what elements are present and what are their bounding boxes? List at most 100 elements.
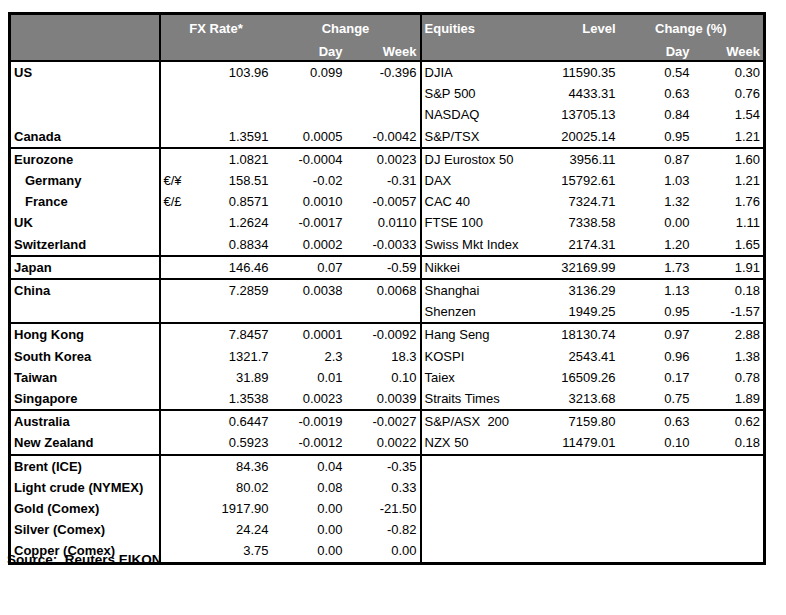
cell-equity-change-week: 0.18 — [693, 279, 765, 301]
market-report-page: FX Rate* Change Equities Level Change (%… — [0, 0, 786, 615]
header-blank-cell — [539, 43, 619, 61]
cell-region-name — [10, 104, 160, 125]
cell-equity-change-day: 0.17 — [619, 367, 693, 388]
cell-fx-change-day — [272, 104, 346, 125]
cell-fx-change-day: 0.00 — [272, 519, 346, 540]
cell-equity-change-week: 0.30 — [693, 61, 765, 83]
cell-equity-level — [539, 477, 619, 498]
table-row: Taiwan31.890.010.10Taiex16509.260.170.78 — [10, 367, 765, 388]
cell-region-name: Gold (Comex) — [10, 498, 160, 519]
table-row: Gold (Comex)1917.900.00-21.50 — [10, 498, 765, 519]
header-fx-change: Change — [272, 14, 421, 44]
header-blank-cell — [10, 43, 160, 61]
cell-fx-change-week: -0.0092 — [346, 323, 421, 345]
cell-region-name: Brent (ICE) — [10, 455, 160, 477]
cell-equity-name: NZX 50 — [421, 432, 539, 454]
cell-equity-change-week: 1.89 — [693, 388, 765, 410]
cell-fx-rate: 7.2859 — [190, 279, 272, 301]
cell-currency-pair — [160, 61, 190, 83]
market-table-wrapper: FX Rate* Change Equities Level Change (%… — [8, 12, 766, 565]
cell-equity-level: 3213.68 — [539, 388, 619, 410]
cell-currency-pair — [160, 104, 190, 125]
cell-equity-name: DJIA — [421, 61, 539, 83]
cell-currency-pair — [160, 126, 190, 148]
cell-currency-pair — [160, 83, 190, 104]
cell-equity-change-week: 1.11 — [693, 212, 765, 233]
cell-fx-change-week: -0.0042 — [346, 126, 421, 148]
cell-equity-change-day: 0.87 — [619, 148, 693, 170]
table-row: Eurozone1.0821-0.00040.0023DJ Eurostox 5… — [10, 148, 765, 170]
cell-fx-rate: 80.02 — [190, 477, 272, 498]
table-header: FX Rate* Change Equities Level Change (%… — [10, 14, 765, 62]
cell-equity-name: Shanghai — [421, 279, 539, 301]
cell-region-name: Silver (Comex) — [10, 519, 160, 540]
table-row: Shenzen1949.250.95-1.57 — [10, 301, 765, 323]
cell-equity-name: Swiss Mkt Index — [421, 234, 539, 256]
cell-currency-pair — [160, 301, 190, 323]
cell-equity-change-week — [693, 477, 765, 498]
cell-fx-change-week: 0.0022 — [346, 432, 421, 454]
cell-fx-change-week: -0.31 — [346, 170, 421, 191]
cell-equity-level: 11479.01 — [539, 432, 619, 454]
cell-equity-change-week — [693, 498, 765, 519]
cell-fx-change-day — [272, 83, 346, 104]
cell-fx-change-day: 0.00 — [272, 498, 346, 519]
cell-equity-change-week: 1.21 — [693, 170, 765, 191]
cell-equity-name: FTSE 100 — [421, 212, 539, 233]
cell-fx-rate: 84.36 — [190, 455, 272, 477]
market-data-table: FX Rate* Change Equities Level Change (%… — [8, 12, 766, 565]
cell-region-name: Hong Kong — [10, 323, 160, 345]
cell-fx-rate: 1917.90 — [190, 498, 272, 519]
cell-fx-change-day: 0.099 — [272, 61, 346, 83]
cell-equity-name: Nikkei — [421, 256, 539, 279]
cell-equity-name: S&P/ASX 200 — [421, 410, 539, 432]
cell-equity-level: 1949.25 — [539, 301, 619, 323]
cell-fx-change-day: 0.08 — [272, 477, 346, 498]
cell-equity-level — [539, 455, 619, 477]
cell-equity-change-day — [619, 519, 693, 540]
cell-fx-change-day: -0.0004 — [272, 148, 346, 170]
cell-equity-level — [539, 519, 619, 540]
fx-rate-footnote-line1: * FX Rate for USD is the DXY dollar All … — [7, 610, 785, 615]
cell-equity-change-day: 0.63 — [619, 83, 693, 104]
cell-equity-change-day: 0.96 — [619, 346, 693, 367]
cell-currency-pair — [160, 234, 190, 256]
cell-fx-rate: 0.8571 — [190, 191, 272, 212]
cell-fx-rate: 0.6447 — [190, 410, 272, 432]
cell-equity-name: S&P 500 — [421, 83, 539, 104]
table-row: Japan146.460.07-0.59Nikkei32169.991.731.… — [10, 256, 765, 279]
cell-currency-pair — [160, 148, 190, 170]
cell-region-name: Eurozone — [10, 148, 160, 170]
header-row-2: Day Week Day Week — [10, 43, 765, 61]
cell-equity-level: 11590.35 — [539, 61, 619, 83]
table-body: US103.960.099-0.396DJIA11590.350.540.30S… — [10, 61, 765, 563]
cell-equity-change-day: 0.63 — [619, 410, 693, 432]
cell-fx-rate: 1.0821 — [190, 148, 272, 170]
cell-equity-change-week: 1.65 — [693, 234, 765, 256]
cell-currency-pair — [160, 256, 190, 279]
cell-equity-level: 16509.26 — [539, 367, 619, 388]
header-fx-week: Week — [346, 43, 421, 61]
table-row: US103.960.099-0.396DJIA11590.350.540.30 — [10, 61, 765, 83]
cell-fx-change-day: -0.0012 — [272, 432, 346, 454]
cell-fx-rate — [190, 104, 272, 125]
cell-equity-name — [421, 498, 539, 519]
cell-fx-rate — [190, 83, 272, 104]
cell-region-name: Singapore — [10, 388, 160, 410]
cell-region-name: China — [10, 279, 160, 301]
cell-fx-change-week — [346, 104, 421, 125]
cell-equity-name: Straits Times — [421, 388, 539, 410]
cell-fx-change-day: -0.02 — [272, 170, 346, 191]
cell-fx-rate: 1321.7 — [190, 346, 272, 367]
table-row: Silver (Comex)24.240.00-0.82 — [10, 519, 765, 540]
cell-fx-change-week: 18.3 — [346, 346, 421, 367]
cell-fx-rate: 7.8457 — [190, 323, 272, 345]
cell-region-name: Canada — [10, 126, 160, 148]
cell-equity-name: KOSPI — [421, 346, 539, 367]
header-equities: Equities — [421, 14, 539, 44]
cell-equity-name — [421, 519, 539, 540]
cell-fx-change-day: 0.0002 — [272, 234, 346, 256]
cell-currency-pair — [160, 367, 190, 388]
cell-fx-change-week: -0.0033 — [346, 234, 421, 256]
cell-equity-change-week: 1.91 — [693, 256, 765, 279]
